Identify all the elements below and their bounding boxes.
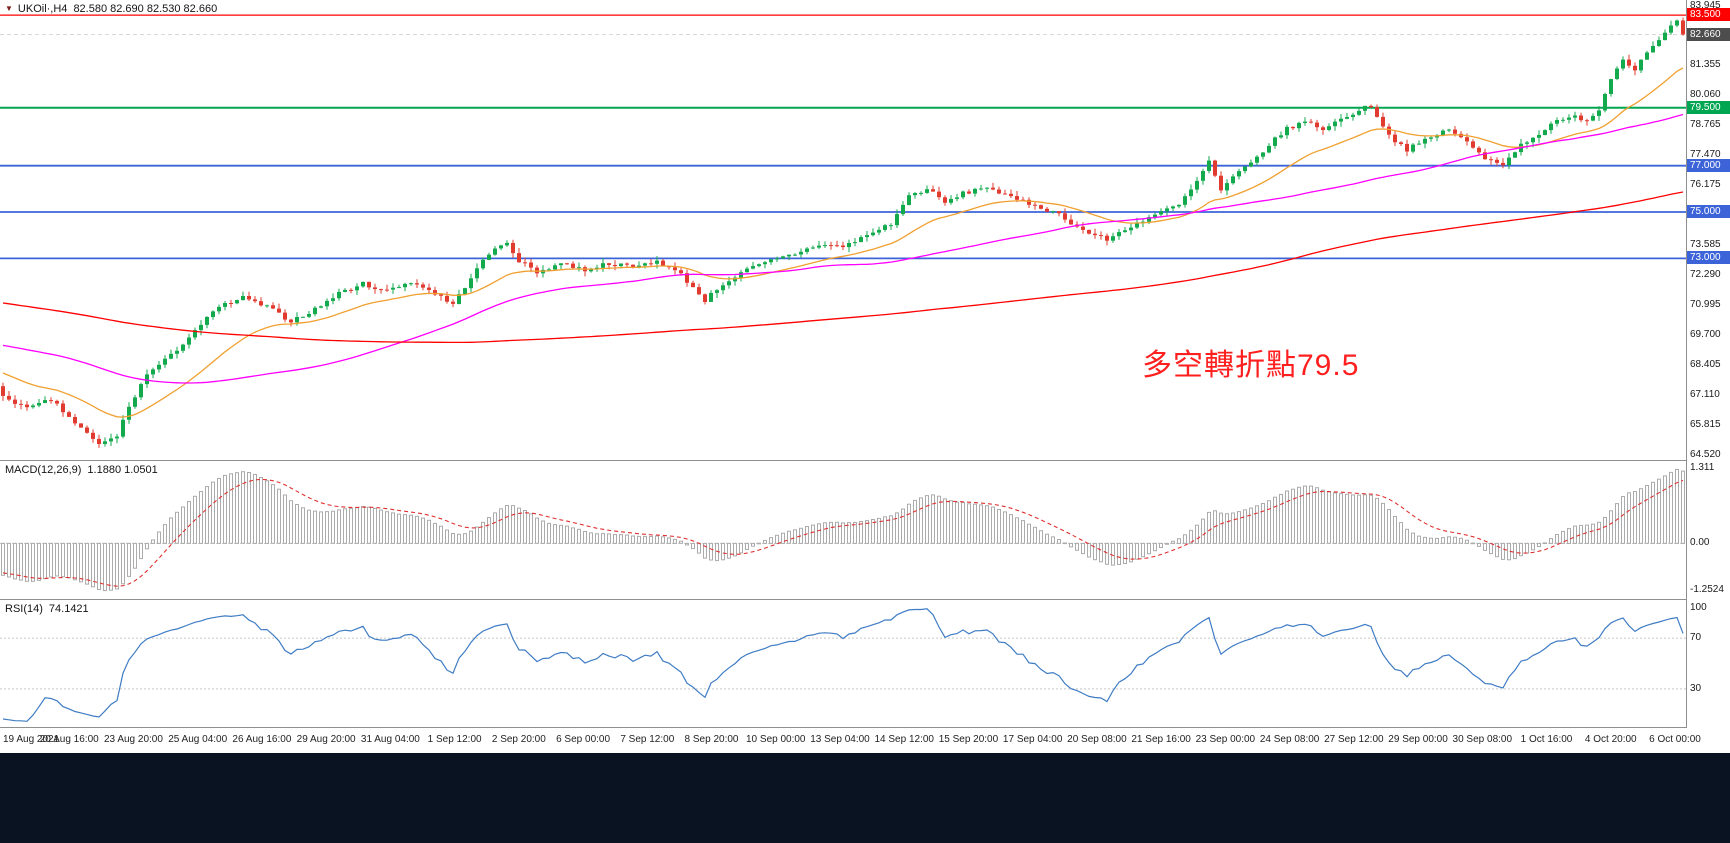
time-axis-label: 24 Sep 08:00 <box>1259 734 1320 745</box>
time-axis-label: 2 Sep 20:00 <box>491 734 546 745</box>
rsi-axis-label-70: 70 <box>1690 632 1702 643</box>
time-axis-label: 15 Sep 20:00 <box>938 734 999 745</box>
time-axis-label: 10 Sep 00:00 <box>746 734 806 745</box>
price-axis[interactable]: 83.945 81.355 80.060 78.765 77.470 76.175 73.5… <box>1686 0 1730 753</box>
ohlc-quote-readout: 82.580 82.690 82.530 82.660 <box>73 3 218 15</box>
candles <box>1 17 1685 448</box>
time-axis-label: 25 Aug 04:00 <box>168 734 228 745</box>
bottom-bar <box>0 753 1730 843</box>
price-badge-77.000: 77.000 <box>1687 158 1730 172</box>
price-axis-label: 77.470 <box>1690 148 1721 160</box>
macd-indicator-label: MACD(12,26,9) <box>5 464 82 476</box>
rsi-axis-label-30: 30 <box>1690 683 1702 694</box>
price-axis-label: 67.110 <box>1690 388 1720 400</box>
macd-axis-label-min: -1.2524 <box>1690 584 1724 595</box>
time-axis-label: 6 Sep 00:00 <box>556 734 611 745</box>
macd-panel-canvas[interactable] <box>0 461 1686 599</box>
macd-axis-label-zero: 0.00 <box>1690 537 1710 549</box>
panel-separator <box>0 727 1687 728</box>
symbol-timeframe-label: UKOil·,H4 <box>17 3 68 15</box>
macd-indicator-values: 1.1880 1.0501 <box>87 464 158 476</box>
price-badge-73.000: 73.000 <box>1687 251 1730 265</box>
price-chart-canvas[interactable] <box>0 0 1686 460</box>
price-axis-label: 64.520 <box>1690 448 1721 460</box>
time-axis-label: 6 Oct 00:00 <box>1649 734 1701 745</box>
price-badge-79.500: 79.500 <box>1687 100 1730 114</box>
price-axis-label: 81.355 <box>1690 58 1721 70</box>
time-axis-label: 23 Sep 00:00 <box>1195 734 1256 745</box>
time-axis-label: 13 Sep 04:00 <box>810 734 870 745</box>
macd-signal-line <box>2 478 1684 587</box>
rsi-panel-canvas[interactable] <box>0 600 1686 727</box>
ma-slow-line <box>2 191 1684 344</box>
price-axis-label: 65.815 <box>1690 418 1721 430</box>
time-axis-label: 29 Aug 20:00 <box>296 734 356 745</box>
price-axis-label: 83.945 <box>1690 0 1721 11</box>
time-axis-label: 4 Oct 20:00 <box>1584 734 1637 745</box>
current-price-badge: 82.660 <box>1687 27 1730 41</box>
chart-symbol-icon[interactable]: ▼ <box>5 4 13 13</box>
ma-mid-line <box>2 113 1684 384</box>
panel-separator <box>0 599 1687 600</box>
price-axis-label: 80.060 <box>1690 88 1721 100</box>
time-axis-label: 1 Sep 12:00 <box>427 734 482 745</box>
time-axis-label: 8 Sep 20:00 <box>684 734 739 745</box>
price-axis-label: 73.585 <box>1690 238 1721 250</box>
time-axis-label: 29 Sep 00:00 <box>1388 734 1448 745</box>
price-badge-75.000: 75.000 <box>1687 205 1730 219</box>
annotation-text: 多空轉折點79.5 <box>1142 349 1360 382</box>
time-axis-label: 14 Sep 12:00 <box>874 734 934 745</box>
time-axis-label: 20 Aug 16:00 <box>39 734 99 745</box>
rsi-indicator-label: RSI(14) <box>5 603 43 615</box>
time-axis-label: 17 Sep 04:00 <box>1002 734 1063 745</box>
price-axis-label: 69.700 <box>1690 328 1721 340</box>
price-badge-83.500: 83.500 <box>1687 8 1730 22</box>
time-axis-label: 19 Aug 2021 <box>3 734 60 745</box>
time-axis-label: 26 Aug 16:00 <box>232 734 292 745</box>
time-axis-label: 1 Oct 16:00 <box>1520 734 1573 745</box>
price-axis-label: 70.995 <box>1690 298 1721 310</box>
time-axis-label: 7 Sep 12:00 <box>620 734 675 745</box>
chart-header: ▼ UKOil·,H4 82.580 82.690 82.530 82.660 <box>5 3 217 15</box>
rsi-line <box>2 608 1684 722</box>
price-axis-label: 72.290 <box>1690 268 1721 280</box>
time-axis-label: 31 Aug 04:00 <box>360 734 420 745</box>
macd-histogram <box>1 469 1685 592</box>
time-axis-label: 23 Aug 20:00 <box>103 734 163 745</box>
ma-fast-line <box>2 67 1684 418</box>
macd-axis-label-max: 1.311 <box>1690 462 1715 473</box>
panel-separator <box>0 460 1687 461</box>
price-axis-label: 78.765 <box>1690 118 1721 130</box>
time-axis-label: 21 Sep 16:00 <box>1131 734 1191 745</box>
rsi-axis-label-100: 100 <box>1690 602 1707 613</box>
time-axis-label: 20 Sep 08:00 <box>1067 734 1127 745</box>
price-axis-label: 76.175 <box>1690 178 1721 190</box>
time-axis[interactable]: 19 Aug 2021 20 Aug 16:00 23 Aug 20:00 25 Au… <box>0 728 1730 753</box>
time-axis-label: 30 Sep 08:00 <box>1452 734 1513 745</box>
time-axis-label: 27 Sep 12:00 <box>1324 734 1384 745</box>
price-axis-label: 68.405 <box>1690 358 1721 370</box>
rsi-indicator-value: 74.1421 <box>48 603 89 615</box>
rsi-indicator-header: RSI(14) 74.1421 <box>5 603 89 615</box>
macd-indicator-header: MACD(12,26,9) 1.1880 1.0501 <box>5 464 158 476</box>
